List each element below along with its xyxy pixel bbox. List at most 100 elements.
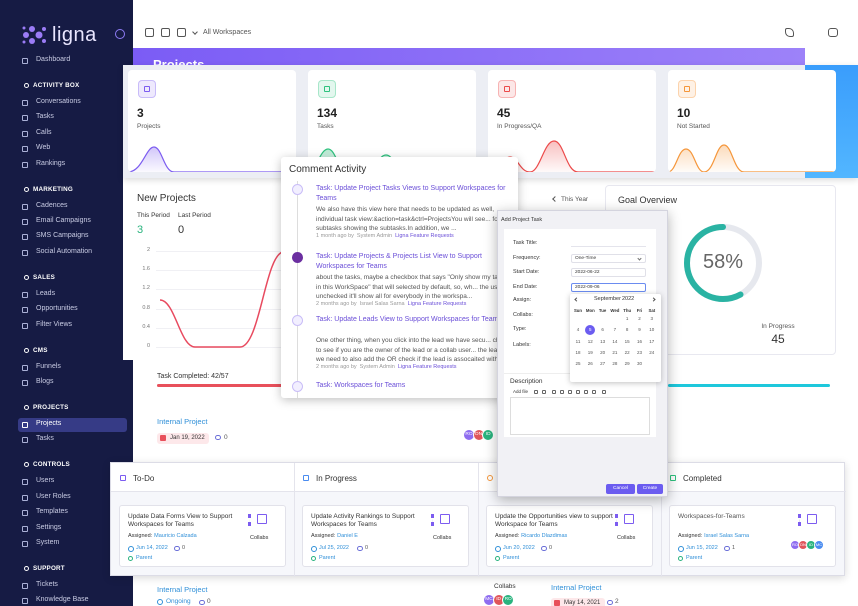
calendar-day[interactable]: 10 — [649, 327, 655, 333]
calendar-day[interactable]: 4 — [576, 327, 580, 333]
nav-item[interactable]: Conversations — [0, 96, 133, 110]
nav-item[interactable]: Blogs — [0, 376, 133, 390]
create-button[interactable]: Create — [637, 484, 663, 494]
toolbar-icon[interactable] — [177, 28, 186, 37]
calendar-day[interactable]: 23 — [636, 349, 642, 355]
project-link[interactable]: Internal Project — [157, 585, 208, 594]
nav-item[interactable]: Dashboard — [0, 54, 133, 68]
phone-icon[interactable] — [785, 28, 794, 37]
nav-item[interactable]: Templates — [0, 506, 133, 520]
nav-item[interactable]: System — [0, 537, 133, 551]
comment-project[interactable]: Ligna Feature Requests — [397, 364, 457, 370]
toolbar-icon[interactable] — [161, 28, 170, 37]
prev-month[interactable] — [574, 297, 579, 302]
comment-title[interactable]: Task: Workspaces for Teams — [316, 382, 406, 389]
toolbar-button[interactable] — [568, 390, 572, 394]
nav-item[interactable]: Tickets — [0, 579, 133, 593]
project-link[interactable]: Internal Project — [157, 417, 208, 426]
task-card[interactable]: Workspaces-for-Teams Assigned: Israel Sala… — [669, 505, 836, 567]
calendar-day[interactable]: 13 — [600, 338, 606, 344]
form-input[interactable]: One-Time — [571, 254, 646, 263]
comment-title[interactable]: Task: Update Leads View to Support Works… — [316, 316, 502, 323]
calendar-day[interactable]: 7 — [613, 327, 617, 333]
form-input[interactable]: 2022-06-22 — [571, 268, 646, 277]
calendar-day[interactable]: 9 — [638, 327, 641, 333]
nav-item[interactable]: Knowledge Base — [0, 594, 133, 606]
nav-item[interactable]: Tasks — [0, 111, 133, 125]
toolbar-button[interactable] — [576, 390, 580, 394]
text-input[interactable] — [571, 238, 646, 247]
calendar-day[interactable]: 14 — [612, 338, 618, 344]
collapse-toggle[interactable] — [115, 29, 125, 39]
calendar-day[interactable]: 12 — [587, 338, 593, 344]
toolbar-file[interactable]: Add file — [513, 389, 529, 394]
toolbar-button[interactable] — [592, 390, 596, 394]
calendar-day[interactable]: 26 — [587, 361, 593, 367]
task-card[interactable]: Update Data Forms View to Support Worksp… — [119, 505, 286, 567]
workspace-caret[interactable] — [192, 29, 198, 35]
nav-item[interactable]: User Roles — [0, 491, 133, 505]
chat-icon[interactable] — [828, 28, 838, 37]
calendar-day[interactable]: 15 — [624, 338, 630, 344]
calendar-day[interactable]: 21 — [612, 349, 618, 355]
calendar-day[interactable]: 5 — [589, 327, 592, 333]
calendar-day[interactable]: 20 — [600, 349, 606, 355]
task-card[interactable]: Update Activity Rankings to Support Work… — [302, 505, 469, 567]
calendar-day[interactable]: 28 — [612, 361, 618, 367]
workspace-selector[interactable]: All Workspaces — [203, 29, 252, 36]
toolbar-button[interactable] — [552, 390, 556, 394]
calendar-day[interactable]: 22 — [624, 349, 630, 355]
nav-item[interactable]: Opportunities — [0, 303, 133, 317]
toolbar-icon[interactable] — [145, 28, 154, 37]
calendar-day[interactable]: 3 — [650, 316, 654, 321]
calendar-day[interactable]: 8 — [625, 327, 629, 333]
comment-title[interactable]: Task: Update Project Tasks Views to Supp… — [316, 185, 506, 202]
calendar-day[interactable]: 16 — [636, 338, 642, 344]
calendar-day[interactable]: 17 — [649, 338, 655, 344]
calendar-day[interactable]: 24 — [649, 349, 655, 355]
nav-item[interactable]: Calls — [0, 127, 133, 141]
nav-item[interactable]: Rankings — [0, 158, 133, 172]
calendar-day[interactable]: 6 — [601, 327, 604, 333]
comment-count: 0 — [365, 545, 369, 551]
calendar-day[interactable]: 18 — [575, 349, 581, 355]
comment-project[interactable]: Ligna Feature Requests — [407, 301, 467, 307]
nav-item[interactable]: SMS Campaigns — [0, 230, 133, 244]
next-month[interactable] — [651, 297, 656, 302]
nav-item[interactable]: Email Campaigns — [0, 215, 133, 229]
calendar-day[interactable]: 11 — [575, 338, 581, 344]
calendar-day[interactable]: 30 — [636, 361, 642, 367]
form-input[interactable]: 2022-09-06 — [571, 283, 646, 292]
section-icon — [24, 405, 29, 410]
comment-project[interactable]: Ligna Feature Requests — [395, 233, 454, 239]
comment-body: We also have this view here that needs t… — [316, 206, 501, 233]
project-link[interactable]: Internal Project — [551, 583, 602, 592]
toolbar-button[interactable] — [560, 390, 564, 394]
nav-item[interactable]: Leads — [0, 288, 133, 302]
task-card[interactable]: Update the Opportunities view to support… — [486, 505, 653, 567]
nav-item[interactable]: Settings — [0, 522, 133, 536]
toolbar-button[interactable] — [534, 390, 538, 394]
calendar-day[interactable]: 27 — [600, 361, 606, 367]
toolbar-button[interactable] — [584, 390, 588, 394]
calendar-day[interactable]: 2 — [638, 316, 641, 321]
nav-item[interactable]: Filter Views — [0, 319, 133, 333]
toolbar-button[interactable] — [602, 390, 606, 394]
range-selector[interactable]: This Year — [561, 196, 589, 203]
cancel-button[interactable]: Cancel — [606, 484, 635, 494]
avatar-initials: DN — [800, 542, 806, 547]
nav-item[interactable]: Web — [0, 142, 133, 156]
nav-item[interactable]: Projects — [18, 418, 127, 432]
calendar-day[interactable]: 1 — [625, 316, 629, 321]
calendar-day[interactable]: 25 — [575, 361, 581, 367]
comment-title[interactable]: Task: Update Projects & Projects List Vi… — [316, 253, 483, 270]
nav-item[interactable]: Social Automation — [0, 246, 133, 260]
nav-item[interactable]: Funnels — [0, 361, 133, 375]
calendar-day[interactable]: 19 — [587, 349, 593, 355]
nav-item[interactable]: Users — [0, 475, 133, 489]
editor-box[interactable] — [510, 397, 650, 435]
nav-item[interactable]: Cadences — [0, 200, 133, 214]
toolbar-button[interactable] — [542, 390, 546, 394]
nav-item[interactable]: Tasks — [0, 433, 133, 447]
calendar-day[interactable]: 29 — [624, 361, 630, 367]
